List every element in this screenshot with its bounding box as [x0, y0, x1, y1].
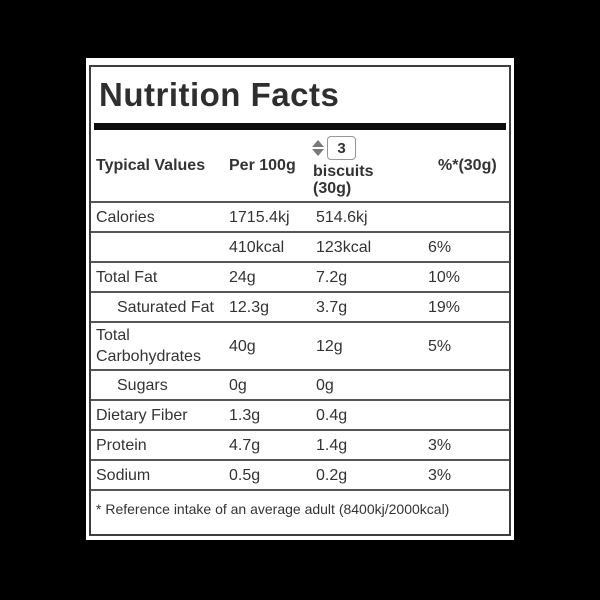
row-per-serving-value: 123kcal — [316, 238, 372, 256]
row-per-100g-value: 24g — [229, 268, 256, 286]
table-row: Calories 1715.4kj 514.6kj — [91, 203, 509, 233]
serving-unit-line1: biscuits — [313, 163, 374, 180]
row-nutrient-label: Sodium — [96, 466, 151, 484]
table-row: Total Fat 24g 7.2g 10% — [91, 263, 509, 293]
stepper-down-icon[interactable] — [312, 149, 324, 156]
table-row: Protein 4.7g 1.4g 3% — [91, 431, 509, 461]
row-nutrient-label: Dietary Fiber — [96, 406, 188, 424]
header-serving: biscuits (30g) — [312, 130, 428, 197]
row-per-100g-value: 1715.4kj — [229, 208, 290, 226]
row-nutrient-label: Saturated Fat — [117, 298, 214, 316]
stepper-up-icon[interactable] — [312, 140, 324, 147]
row-nutrient-label: Sugars — [117, 376, 168, 394]
row-nutrient-label: Calories — [96, 208, 155, 226]
row-per-serving-value: 514.6kj — [316, 208, 368, 226]
footnote: * Reference intake of an average adult (… — [96, 501, 450, 517]
row-percent-value: 10% — [428, 268, 461, 286]
header-per-100g: Per 100g — [229, 156, 296, 174]
row-per-serving-value: 0.4g — [316, 406, 348, 424]
row-per-100g-value: 1.3g — [229, 406, 261, 424]
row-per-serving-value: 0.2g — [316, 466, 348, 484]
row-percent-value: 3% — [428, 466, 452, 484]
stepper-arrows[interactable] — [312, 140, 324, 156]
table-row: Saturated Fat 12.3g 3.7g 19% — [91, 293, 509, 323]
table-header-row: Typical Values Per 100g biscuits (30g) %… — [91, 130, 509, 203]
serving-count-stepper[interactable] — [312, 136, 428, 160]
table-row: Total Carbohydrates 40g 12g 5% — [91, 323, 509, 371]
row-percent-value: 3% — [428, 436, 452, 454]
nutrition-facts-table: Nutrition Facts Typical Values Per 100g … — [89, 65, 511, 536]
row-per-100g-value: 12.3g — [229, 298, 270, 316]
row-per-serving-value: 12g — [316, 337, 343, 355]
table-body: Calories 1715.4kj 514.6kj 410kcal 123kca… — [91, 203, 509, 491]
row-per-serving-value: 0g — [316, 376, 334, 394]
row-per-100g-value: 410kcal — [229, 238, 285, 256]
row-per-serving-value: 1.4g — [316, 436, 348, 454]
row-per-serving-value: 7.2g — [316, 268, 348, 286]
row-per-100g-value: 0.5g — [229, 466, 261, 484]
title-divider-bar — [94, 123, 506, 130]
row-per-100g-value: 40g — [229, 337, 256, 355]
row-percent-value: 19% — [428, 298, 461, 316]
row-percent-value: 6% — [428, 238, 452, 256]
row-nutrient-label: Total Carbohydrates — [96, 327, 201, 365]
header-percent-per-serving: %*(30g) — [438, 156, 497, 174]
page-title: Nutrition Facts — [99, 76, 340, 113]
row-per-serving-value: 3.7g — [316, 298, 348, 316]
header-typical-values: Typical Values — [96, 156, 206, 174]
table-row: Dietary Fiber 1.3g 0.4g — [91, 401, 509, 431]
row-per-100g-value: 0g — [229, 376, 247, 394]
nutrition-label-card: Nutrition Facts Typical Values Per 100g … — [86, 58, 514, 540]
table-row: Sugars 0g 0g — [91, 371, 509, 401]
table-row: 410kcal 123kcal 6% — [91, 233, 509, 263]
row-nutrient-label: Protein — [96, 436, 147, 454]
table-row: Sodium 0.5g 0.2g 3% — [91, 461, 509, 491]
row-per-100g-value: 4.7g — [229, 436, 261, 454]
row-nutrient-label: Total Fat — [96, 268, 158, 286]
serving-unit-line2: (30g) — [313, 180, 352, 197]
serving-count-input[interactable] — [327, 136, 356, 160]
row-percent-value: 5% — [428, 337, 452, 355]
